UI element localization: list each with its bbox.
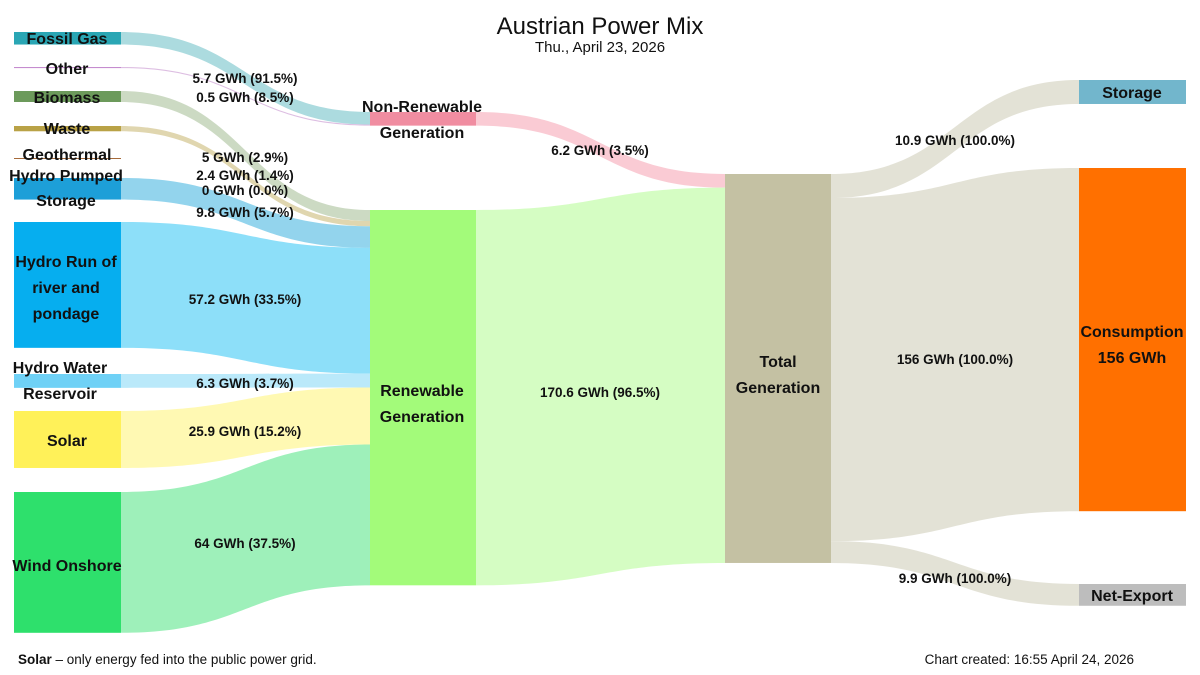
- link-label-wind-to-renew: 64 GWh (37.5%): [194, 536, 295, 551]
- link-wind-to-renew: [121, 444, 370, 633]
- link-label-hydro_ror-to-renew: 57.2 GWh (33.5%): [189, 292, 302, 307]
- link-label-hydro_res-to-renew: 6.3 GWh (3.7%): [196, 376, 294, 391]
- link-label-solar-to-renew: 25.9 GWh (15.2%): [189, 424, 302, 439]
- footnote: Solar – only energy fed into the public …: [18, 652, 317, 667]
- node-label-hydro-pumped: Hydro Pumped Storage: [9, 168, 123, 210]
- node-net-export: [1079, 584, 1186, 606]
- sankey-link-labels: 5.7 GWh (91.5%) 0.5 GWh (8.5%) 5 GWh (2.9%…: [189, 71, 1015, 586]
- node-consumption: [1079, 168, 1186, 512]
- node-hydro-pumped: [14, 178, 121, 200]
- node-waste: [14, 126, 121, 132]
- node-hydro-ror: [14, 222, 121, 348]
- node-label-storage: Storage: [1102, 85, 1162, 102]
- link-total-to-net_export: [831, 541, 1079, 606]
- node-label-solar: Solar: [47, 433, 87, 450]
- link-label-fossil_gas-to-nonrenew: 5.7 GWh (91.5%): [192, 71, 297, 86]
- chart-subtitle: Thu., April 23, 2026: [535, 39, 665, 56]
- chart-created: Chart created: 16:55 April 24, 2026: [925, 652, 1134, 667]
- node-label-other: Other: [46, 61, 89, 78]
- node-nonrenew: [370, 112, 476, 126]
- link-label-biomass-to-renew: 5 GWh (2.9%): [202, 150, 288, 165]
- link-hydro_ror-to-renew: [121, 222, 370, 374]
- node-wind: [14, 492, 121, 633]
- link-fossil_gas-to-nonrenew: [121, 32, 370, 125]
- link-label-total-to-net_export: 9.9 GWh (100.0%): [899, 571, 1012, 586]
- link-biomass-to-renew: [121, 91, 370, 221]
- link-hydro_pumped-to-renew: [121, 178, 370, 248]
- node-other: [14, 67, 121, 69]
- node-label-waste: Waste: [44, 121, 91, 138]
- node-label-consumption: Consumption 156 GWh: [1080, 324, 1183, 367]
- link-label-nonrenew-to-total: 6.2 GWh (3.5%): [551, 143, 649, 158]
- node-label-biomass: Biomass: [34, 90, 101, 107]
- link-label-other-to-nonrenew: 0.5 GWh (8.5%): [196, 90, 294, 105]
- link-nonrenew-to-total: [476, 112, 725, 188]
- link-label-total-to-consumption: 156 GWh (100.0%): [897, 352, 1013, 367]
- node-label-geothermal: Geothermal: [23, 147, 112, 164]
- chart-title: Austrian Power Mix: [497, 13, 704, 40]
- link-renew-to-total: [476, 187, 725, 586]
- link-waste-to-renew: [121, 126, 370, 227]
- node-biomass: [14, 91, 121, 102]
- sankey-node-labels: Fossil Gas Other Biomass Waste Geothermal Hyd…: [9, 31, 1183, 605]
- link-label-total-to-storage: 10.9 GWh (100.0%): [895, 133, 1015, 148]
- node-label-wind: Wind Onshore: [12, 558, 121, 575]
- link-label-geothermal-to-renew: 0 GWh (0.0%): [202, 183, 288, 198]
- node-label-net-export: Net-Export: [1091, 588, 1173, 605]
- node-storage: [1079, 80, 1186, 104]
- link-label-renew-to-total: 170.6 GWh (96.5%): [540, 385, 660, 400]
- node-label-renew: Renewable Generation: [380, 383, 464, 426]
- link-total-to-storage: [831, 80, 1079, 198]
- node-geothermal: [14, 158, 121, 159]
- node-label-fossil-gas: Fossil Gas: [27, 31, 108, 48]
- link-label-waste-to-renew: 2.4 GWh (1.4%): [196, 168, 294, 183]
- footnote-text: – only energy fed into the public power …: [52, 652, 317, 667]
- node-label-hydro-res: Hydro Water Reservoir: [13, 360, 108, 403]
- node-renew: [370, 210, 476, 586]
- link-other-to-nonrenew: [121, 67, 370, 126]
- sankey-nodes: [14, 32, 1186, 633]
- link-solar-to-renew: [121, 387, 370, 468]
- node-label-hydro-ror: Hydro Run of river and pondage: [15, 254, 117, 323]
- link-label-hydro_pumped-to-renew: 9.8 GWh (5.7%): [196, 205, 294, 220]
- link-total-to-consumption: [831, 168, 1079, 542]
- sankey-links: [121, 32, 1079, 633]
- node-solar: [14, 411, 121, 468]
- link-hydro_res-to-renew: [121, 373, 370, 388]
- node-label-total: Total Generation: [736, 354, 820, 397]
- footnote-term: Solar: [18, 652, 53, 667]
- node-hydro-res: [14, 374, 121, 388]
- node-fossil-gas: [14, 32, 121, 45]
- node-label-nonrenew: Non-Renewable Generation: [362, 99, 482, 142]
- node-total: [725, 174, 831, 563]
